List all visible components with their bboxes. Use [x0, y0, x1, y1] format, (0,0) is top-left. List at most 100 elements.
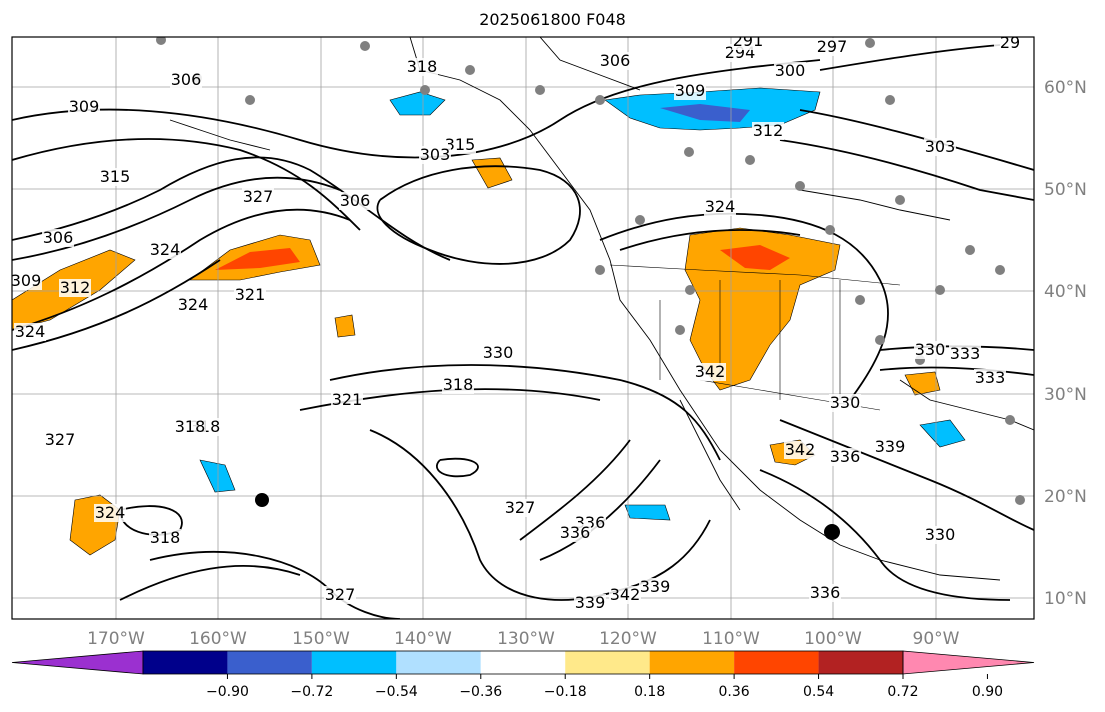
colorbar-swatch: [818, 651, 903, 674]
contour-label: 306: [340, 191, 371, 210]
lat-label: 10°N: [1044, 589, 1087, 609]
contour-label: 309: [675, 81, 706, 100]
lon-label: 110°W: [702, 629, 760, 649]
contour-label: 336: [830, 447, 861, 466]
shade-east-blue: [919, 419, 966, 448]
shade-west-us-red: [720, 245, 790, 270]
colorbar-frame: [142, 650, 904, 675]
colorbar-tick-label: −0.54: [375, 684, 418, 700]
contour-label: 324: [15, 322, 46, 341]
colorbar-swatch: [480, 651, 566, 674]
lat-label: 50°N: [1044, 180, 1087, 200]
colorbar-tick-label: −0.36: [459, 684, 502, 700]
contour-label-bg: [12, 272, 42, 290]
contour-label-bg: [694, 363, 726, 381]
marker-mexico: [824, 524, 840, 540]
contour-label-bg: [242, 188, 274, 206]
contour-label: 339: [875, 437, 906, 456]
contour-label-bg: [674, 82, 706, 100]
contour-label: 300: [775, 61, 806, 80]
colorbar-swatch: [649, 651, 735, 674]
contour-label-bg: [339, 192, 371, 210]
marker-hawaii: [255, 493, 269, 507]
contour-label: 324: [150, 240, 181, 259]
contour-label: 306: [43, 228, 74, 247]
contour-label-bg: [599, 52, 631, 70]
contour-label-bg: [809, 584, 841, 602]
contour-label-bg: [442, 376, 474, 394]
colorbar-swatch: [227, 651, 312, 674]
contour-label-bg: [774, 62, 806, 80]
contour-label-bg: [732, 37, 764, 50]
lon-label: 140°W: [394, 629, 452, 649]
shade-pac-blue-2: [624, 504, 671, 521]
shade-gulf-blue: [389, 91, 446, 116]
colorbar-swatch: [565, 651, 650, 674]
contour-label: 321: [235, 285, 266, 304]
contour-label-bg: [174, 418, 206, 436]
contour-label: 330: [915, 340, 946, 359]
contour-label: 330: [925, 525, 956, 544]
contour-label: 306: [171, 70, 202, 89]
contour-label: 333: [950, 344, 981, 363]
shade-west-us-orange: [684, 227, 841, 391]
contour-label-bg: [816, 38, 848, 56]
contour-label: 342: [610, 585, 641, 604]
lon-label: 90°W: [913, 629, 960, 649]
colorbar-extend-high: [902, 650, 1035, 675]
contour-label-bg: [994, 37, 1026, 52]
contour-label: 321: [332, 390, 363, 409]
colorbar-tick-label: 0.90: [972, 684, 1003, 700]
contour-label-bg: [574, 594, 606, 612]
lon-label: 150°W: [292, 629, 350, 649]
contour-label-bg: [914, 341, 946, 359]
contour-label: 315: [445, 135, 476, 154]
contour-label: 318: [150, 528, 181, 547]
coastlines: [169, 37, 1034, 581]
contour-label-bg: [559, 524, 591, 542]
colorbar-swatch: [143, 651, 228, 674]
contour-label: 330: [483, 343, 514, 362]
lon-label: 130°W: [497, 629, 555, 649]
contour-label: 336: [560, 523, 591, 542]
contour-label-bg: [504, 499, 536, 517]
lat-label: 30°N: [1044, 385, 1087, 405]
shade-orange-1: [334, 314, 356, 338]
map-frame: [11, 36, 1035, 620]
lon-label: 170°W: [87, 629, 145, 649]
lat-label: 40°N: [1044, 282, 1087, 302]
contour-label-bg: [42, 229, 74, 247]
contour-label: 339: [575, 593, 606, 612]
contour-label: 342: [695, 362, 726, 381]
contour-label-bg: [829, 448, 861, 466]
contour-label-bg: [177, 296, 209, 314]
shaded-anomaly-areas: [12, 87, 966, 556]
contour-label-bg: [974, 369, 1006, 387]
contour-label: 318: [175, 417, 206, 436]
colorbar-tick-label: 0.18: [634, 684, 665, 700]
contour-label: 339: [640, 577, 671, 596]
contour-label: 342: [785, 440, 816, 459]
contour-label: 315: [100, 167, 131, 186]
lon-label: 100°W: [804, 629, 862, 649]
lat-label: 60°N: [1044, 78, 1087, 98]
contour-label: 303: [925, 137, 956, 156]
lat-label: 20°N: [1044, 487, 1087, 507]
contour-label: 327: [505, 498, 536, 517]
contour-label: 312: [60, 278, 91, 297]
lon-label: 160°W: [189, 629, 247, 649]
contour-label-bg: [924, 138, 956, 156]
contour-label: 330: [830, 393, 861, 412]
colorbar-extend-low: [11, 650, 144, 675]
contour-label: 309: [69, 97, 100, 116]
contour-label-bg: [924, 526, 956, 544]
contour-label-bg: [44, 431, 76, 449]
contour-label: 327: [325, 585, 356, 604]
contour-label: 303: [420, 145, 451, 164]
colorbar-swatch: [311, 651, 397, 674]
colorbar-tick-label: −0.90: [206, 684, 249, 700]
contour-label: 333: [975, 368, 1006, 387]
contour-label: 318: [407, 57, 438, 76]
